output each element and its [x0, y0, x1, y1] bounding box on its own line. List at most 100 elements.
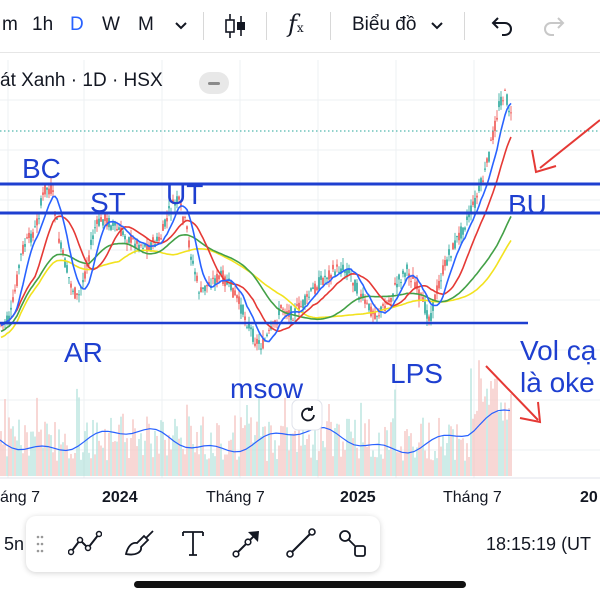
- candle-body: [404, 273, 406, 277]
- interval-minutes[interactable]: m: [2, 14, 18, 35]
- candle-body: [382, 304, 384, 306]
- volume-bar: [126, 438, 128, 476]
- volume-bar: [190, 425, 192, 476]
- formula-icon[interactable]: fx: [288, 10, 304, 38]
- brush-icon[interactable]: [122, 526, 156, 560]
- volume-bar: [412, 446, 414, 476]
- candle-body: [330, 274, 332, 279]
- volume-bar: [486, 388, 488, 476]
- volume-bar: [330, 421, 332, 476]
- candle-body: [144, 243, 146, 247]
- volume-bar: [100, 445, 102, 476]
- clock-timezone[interactable]: 18:15:19 (UT: [486, 534, 592, 554]
- volume-bar: [92, 419, 94, 476]
- redo-icon[interactable]: [542, 14, 566, 36]
- volume-bar: [308, 434, 310, 476]
- volume-bar: [82, 452, 84, 476]
- volume-bar: [260, 436, 262, 476]
- text-tool-icon[interactable]: [176, 526, 210, 560]
- volume-bar: [432, 460, 434, 476]
- range-label[interactable]: 5n: [4, 534, 25, 554]
- volume-bar: [26, 432, 28, 476]
- candle-body: [436, 285, 438, 294]
- volume-bar: [392, 418, 394, 476]
- volume-bar: [74, 452, 76, 476]
- candle-body: [362, 293, 364, 297]
- volume-bar: [400, 446, 402, 476]
- candle-body: [392, 293, 394, 297]
- candle-body: [300, 306, 302, 308]
- candle-body: [282, 308, 284, 310]
- volume-bar: [508, 408, 510, 476]
- volume-bar: [466, 443, 468, 476]
- volume-bar: [302, 425, 304, 476]
- volume-bar: [146, 416, 148, 476]
- volume-bar: [270, 425, 272, 476]
- interval-1h[interactable]: 1h: [32, 14, 54, 35]
- volume-bar: [320, 420, 322, 476]
- chart-type-dropdown-icon[interactable]: [428, 16, 446, 34]
- candle-body: [140, 244, 142, 246]
- candle-body: [478, 185, 480, 192]
- collapse-legend-button[interactable]: [199, 72, 229, 94]
- volume-bar: [258, 398, 260, 476]
- volume-bar: [294, 430, 296, 476]
- candle-body: [32, 232, 34, 238]
- volume-bar: [56, 460, 58, 476]
- volume-bar: [422, 417, 424, 476]
- shape-tool-icon[interactable]: [336, 526, 370, 560]
- volume-bar: [156, 435, 158, 476]
- candle-body: [368, 303, 370, 311]
- volume-bar: [128, 458, 130, 476]
- candle-body: [448, 249, 450, 255]
- interval-week[interactable]: W: [102, 14, 120, 35]
- candle-body: [450, 256, 452, 258]
- arrow-tool-icon[interactable]: [230, 526, 264, 560]
- volume-bar: [178, 438, 180, 476]
- candle-body: [446, 259, 448, 266]
- candle-body: [456, 235, 458, 238]
- volume-bar: [118, 424, 120, 476]
- candle-body: [92, 235, 94, 240]
- volume-bar: [214, 456, 216, 476]
- trend-line-icon[interactable]: [284, 526, 318, 560]
- candle-body: [214, 278, 216, 285]
- volume-bar: [0, 431, 2, 476]
- interval-month[interactable]: M: [138, 14, 154, 35]
- chart-type-button[interactable]: Biểu đồ: [352, 14, 417, 35]
- volume-bar: [326, 421, 328, 476]
- candle-body: [452, 243, 454, 250]
- undo-icon[interactable]: [490, 14, 514, 36]
- candle-body: [130, 234, 132, 243]
- volume-bar: [380, 454, 382, 476]
- candle-body: [138, 244, 140, 250]
- candle-body: [304, 295, 306, 305]
- candle-body: [18, 265, 20, 269]
- candle-body: [28, 232, 30, 239]
- volume-bar: [42, 447, 44, 476]
- symbol-legend[interactable]: át Xanh · 1D · HSX: [0, 70, 163, 91]
- ma-slow-line: [0, 216, 512, 333]
- volume-bar: [80, 459, 82, 476]
- annotation-label: là oke: [520, 367, 595, 398]
- trend-path-icon[interactable]: [68, 526, 102, 560]
- candle-body: [74, 287, 76, 299]
- volume-bar: [344, 450, 346, 476]
- volume-bar: [490, 381, 492, 476]
- candle-body: [158, 236, 160, 241]
- volume-bar: [396, 452, 398, 476]
- interval-day[interactable]: D: [70, 14, 84, 35]
- candlestick-icon[interactable]: [222, 12, 248, 40]
- interval-dropdown-icon[interactable]: [172, 16, 190, 34]
- candle-body: [342, 264, 344, 271]
- candle-body: [440, 280, 442, 282]
- volume-bar: [102, 447, 104, 476]
- volume-bar: [116, 441, 118, 476]
- candle-body: [364, 299, 366, 304]
- drag-handle-icon[interactable]: [36, 534, 44, 554]
- volume-bar: [462, 438, 464, 476]
- annotation-arrowhead: [519, 401, 542, 424]
- candle-body: [374, 311, 376, 319]
- candle-body: [70, 283, 72, 288]
